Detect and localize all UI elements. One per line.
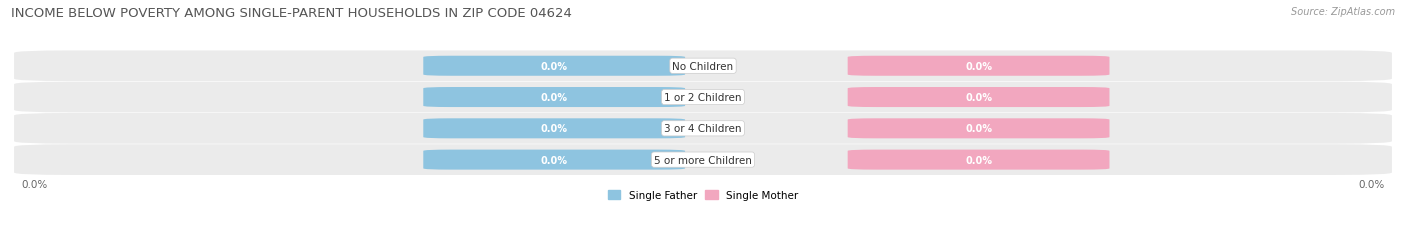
FancyBboxPatch shape [848, 57, 1109, 76]
Text: 1 or 2 Children: 1 or 2 Children [664, 93, 742, 103]
Text: 0.0%: 0.0% [965, 155, 993, 165]
Text: 0.0%: 0.0% [965, 93, 993, 103]
Text: 0.0%: 0.0% [21, 179, 48, 189]
Text: 0.0%: 0.0% [1358, 179, 1385, 189]
FancyBboxPatch shape [14, 82, 1392, 113]
Text: INCOME BELOW POVERTY AMONG SINGLE-PARENT HOUSEHOLDS IN ZIP CODE 04624: INCOME BELOW POVERTY AMONG SINGLE-PARENT… [11, 7, 572, 20]
FancyBboxPatch shape [423, 150, 685, 170]
Text: 5 or more Children: 5 or more Children [654, 155, 752, 165]
FancyBboxPatch shape [14, 51, 1392, 82]
Text: 0.0%: 0.0% [965, 124, 993, 134]
FancyBboxPatch shape [848, 119, 1109, 139]
FancyBboxPatch shape [14, 113, 1392, 144]
Text: 0.0%: 0.0% [541, 124, 568, 134]
Text: No Children: No Children [672, 61, 734, 71]
FancyBboxPatch shape [423, 88, 685, 108]
Text: 0.0%: 0.0% [965, 61, 993, 71]
Text: 0.0%: 0.0% [541, 93, 568, 103]
FancyBboxPatch shape [423, 119, 685, 139]
Text: 0.0%: 0.0% [541, 155, 568, 165]
Legend: Single Father, Single Mother: Single Father, Single Mother [603, 186, 803, 204]
Text: 3 or 4 Children: 3 or 4 Children [664, 124, 742, 134]
Text: Source: ZipAtlas.com: Source: ZipAtlas.com [1291, 7, 1395, 17]
FancyBboxPatch shape [848, 150, 1109, 170]
Text: 0.0%: 0.0% [541, 61, 568, 71]
FancyBboxPatch shape [14, 145, 1392, 175]
FancyBboxPatch shape [423, 57, 685, 76]
FancyBboxPatch shape [848, 88, 1109, 108]
